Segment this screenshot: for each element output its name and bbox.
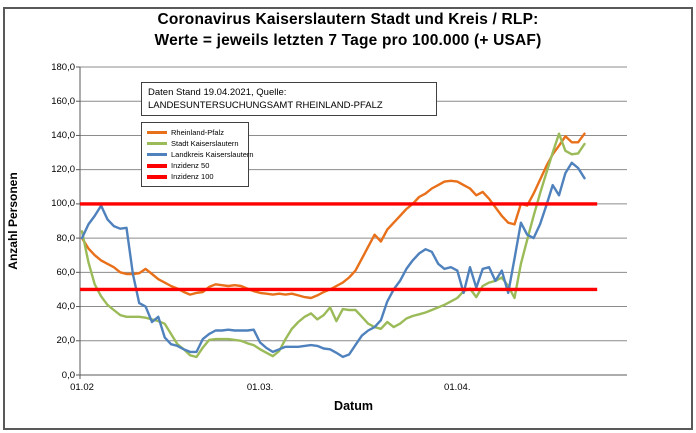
legend-label: Inzidenz 50 (171, 161, 210, 170)
x-tick-label: 01.02 (70, 382, 94, 393)
y-tick-label: 80,0 (56, 232, 76, 244)
y-tick-label: 120,0 (51, 164, 75, 176)
chart-title-line1: Coronavirus Kaiserslautern Stadt und Kre… (157, 11, 539, 28)
info-box: Daten Stand 19.04.2021, Quelle: LANDESUN… (141, 82, 437, 116)
chart-frame (3, 7, 693, 430)
legend-label: Inzidenz 100 (171, 172, 214, 181)
y-tick-label: 180,0 (51, 61, 75, 73)
series-stadt-kaiserslautern (80, 132, 586, 359)
y-axis-title: Anzahl Personen (6, 172, 20, 270)
y-tick-label: 60,0 (56, 266, 76, 278)
x-tick-label: 01.04. (444, 382, 471, 393)
y-tick-label: 100,0 (51, 198, 75, 210)
x-tick-label: 01.03. (246, 382, 274, 393)
y-tick-label: 40,0 (56, 301, 76, 313)
legend-item-inzidenz-50: Inzidenz 50 (147, 160, 248, 171)
y-tick-label: 160,0 (51, 95, 75, 107)
chart-title: Coronavirus Kaiserslautern Stadt und Kre… (0, 9, 696, 51)
chart-title-line2: Werte = jeweils letzten 7 Tage pro 100.0… (154, 32, 542, 49)
series-rheinland-pfalz (80, 132, 586, 300)
legend: Rheinland-Pfalz Stadt Kaiserslautern Lan… (141, 122, 254, 187)
y-tick-label: 140,0 (51, 129, 75, 141)
legend-swatch-red-line (147, 174, 167, 179)
legend-item-rheinland-pfalz: Rheinland-Pfalz (147, 127, 248, 138)
legend-swatch-red-line (147, 163, 167, 168)
legend-item-inzidenz-100: Inzidenz 100 (147, 171, 248, 182)
legend-label: Stadt Kaiserslautern (171, 139, 239, 148)
legend-item-landkreis-kaiserslautern: Landkreis Kaiserslautern (147, 149, 254, 160)
legend-swatch-green-line (147, 142, 167, 145)
legend-swatch-orange-line (147, 131, 167, 134)
legend-label: Landkreis Kaiserslautern (171, 150, 254, 159)
y-tick-label: 0,0 (61, 369, 75, 381)
legend-label: Rheinland-Pfalz (171, 128, 224, 137)
series-landkreis-kaiserslautern (80, 161, 586, 359)
legend-item-stadt-kaiserslautern: Stadt Kaiserslautern (147, 138, 248, 149)
y-tick-label: 20,0 (56, 335, 76, 347)
x-axis-title: Datum (334, 399, 373, 413)
legend-swatch-blue-line (147, 153, 167, 156)
